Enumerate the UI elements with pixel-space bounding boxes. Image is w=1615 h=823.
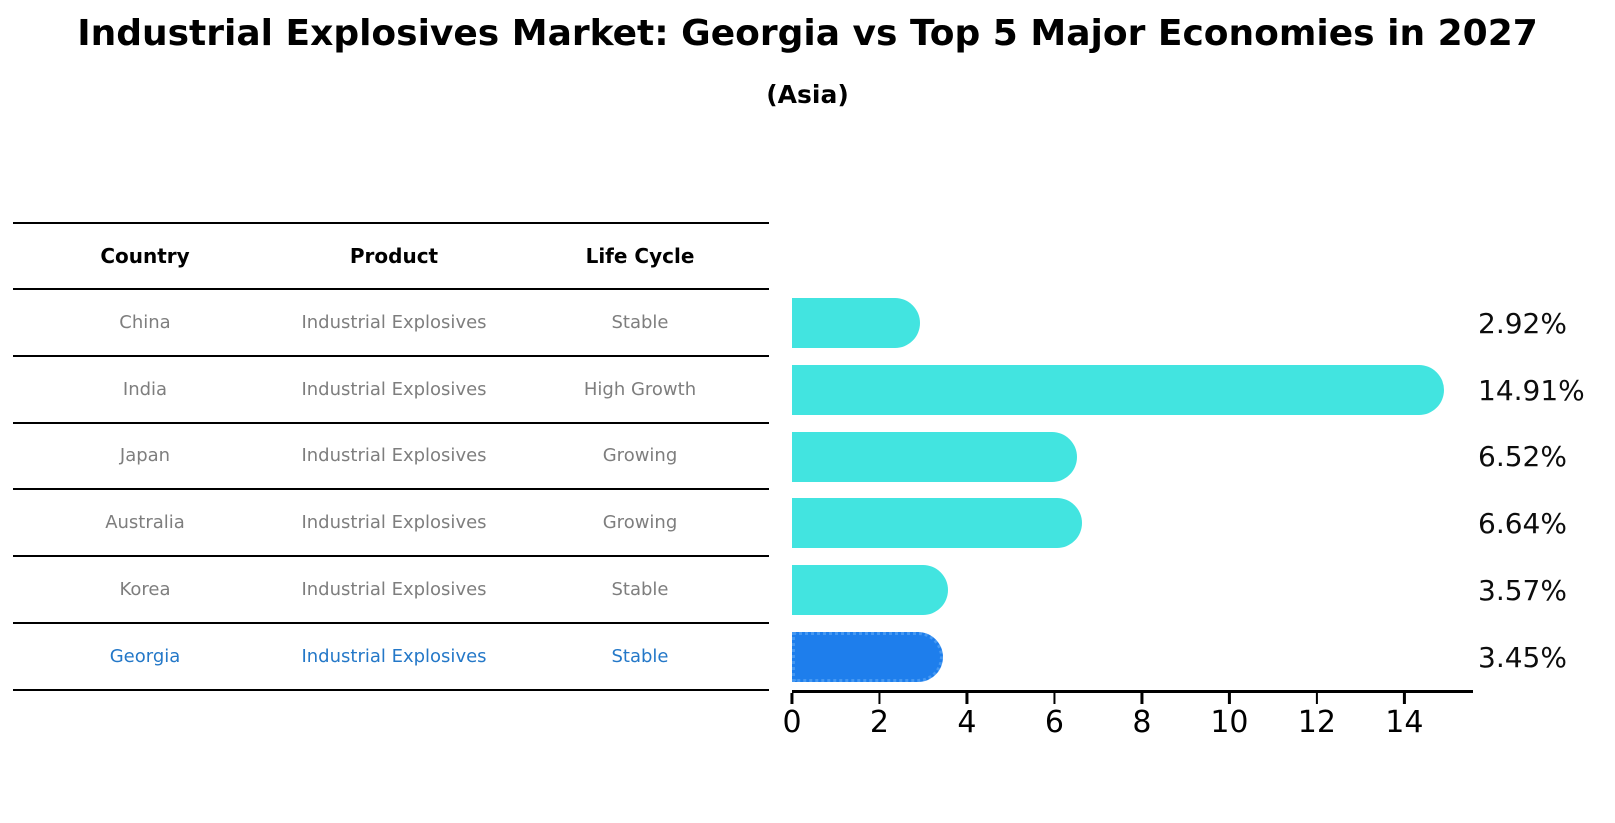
tick-label: 8 [1132,705,1152,740]
table-row-australia: Australia Industrial Explosives Growing [13,490,769,558]
value-label-japan: 6.52% [1478,440,1567,474]
bar-georgia [792,631,943,682]
table-row-korea: Korea Industrial Explosives Stable [13,557,769,624]
tick-label: 2 [869,705,890,740]
comparison-table: Country Product Life Cycle China Industr… [13,222,769,691]
x-tick: 12 [1298,693,1336,740]
tick-label: 10 [1210,705,1249,740]
cell-life-cycle: High Growth [583,378,697,400]
tick-label: 6 [1044,705,1064,740]
tick-mark [878,693,881,704]
cell-country: Japan [119,445,171,467]
cell-country: Georgia [109,645,181,667]
value-label-china: 2.92% [1478,306,1567,340]
value-label-column: 2.92% 14.91% 6.52% 6.64% 3.57% 3.45% [1478,290,1613,691]
tick-mark [1053,693,1056,704]
bar-row-australia [792,490,1470,557]
tick-label: 0 [782,705,802,740]
tick-mark [1140,693,1144,704]
cell-life-cycle: Stable [611,311,669,333]
cell-country: China [119,311,171,333]
table-row-india: India Industrial Explosives High Growth [13,357,769,424]
bar-row-korea [792,557,1470,624]
tick-mark [1403,693,1406,704]
header-country: Country [100,244,190,268]
x-tick: 0 [782,693,802,740]
x-tick: 10 [1210,693,1249,740]
cell-country: Australia [105,512,185,534]
cell-life-cycle: Growing [602,512,678,534]
bar-korea [792,565,949,616]
tick-mark [965,693,969,704]
tick-label: 12 [1297,705,1336,740]
tick-label: 14 [1385,705,1424,740]
tick-mark [1315,693,1319,704]
x-tick: 6 [1045,693,1064,740]
tick-mark [790,693,794,704]
x-axis-line [792,690,1473,693]
bar-australia [792,498,1083,549]
cell-product: Industrial Explosives [301,579,487,601]
cell-product: Industrial Explosives [301,512,487,534]
value-label-australia: 6.64% [1478,507,1567,541]
cell-life-cycle: Stable [611,579,669,601]
bar-row-japan [792,424,1470,491]
tick-mark [1228,693,1231,704]
table-header-row: Country Product Life Cycle [13,222,769,290]
bar-india [792,364,1445,415]
cell-product: Industrial Explosives [301,645,487,667]
value-label-korea: 3.57% [1478,574,1567,608]
cell-product: Industrial Explosives [301,445,487,467]
bar-row-georgia [792,624,1470,691]
value-label-georgia: 3.45% [1478,640,1567,674]
cell-country: India [122,378,168,400]
table-row-georgia: Georgia Industrial Explosives Stable [13,624,769,691]
cell-product: Industrial Explosives [301,378,487,400]
table-row-japan: Japan Industrial Explosives Growing [13,424,769,491]
x-tick: 14 [1385,693,1423,740]
chart-title: Industrial Explosives Market: Georgia vs… [77,13,1538,54]
value-label-india: 14.91% [1478,373,1585,407]
bar-row-china [792,290,1470,357]
x-axis-ticks: 0 2 4 6 8 10 12 14 [782,693,1470,753]
bar-japan [792,431,1078,482]
x-tick: 8 [1132,693,1151,740]
table-row-china: China Industrial Explosives Stable [13,290,769,357]
cell-product: Industrial Explosives [301,311,487,333]
x-tick: 4 [957,693,977,740]
chart-subtitle: (Asia) [766,80,849,109]
cell-life-cycle: Growing [602,445,678,467]
bar-row-india [792,357,1470,424]
header-product: Product [349,244,439,268]
cell-country: Korea [119,579,171,601]
cell-life-cycle: Stable [611,645,669,667]
bar-china [792,298,920,348]
bar-plot-area [792,290,1470,691]
tick-label: 4 [957,705,977,740]
x-tick: 2 [870,693,889,740]
header-life-cycle: Life Cycle [585,244,695,268]
